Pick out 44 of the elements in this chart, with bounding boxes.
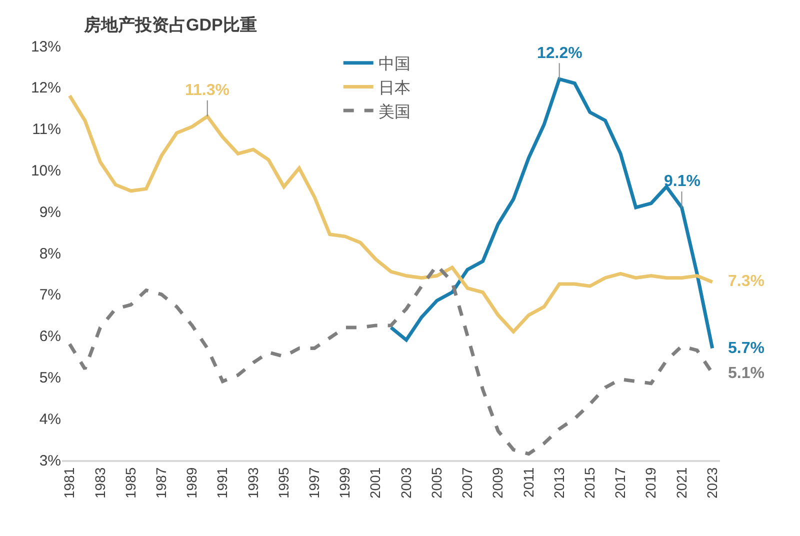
y-tick-label: 8% [39, 245, 61, 262]
y-tick-label: 11% [32, 121, 61, 138]
x-tick-label: 1997 [306, 467, 322, 499]
legend-label: 日本 [378, 78, 410, 97]
y-tick-label: 4% [39, 410, 61, 428]
x-tick-label: 2017 [612, 467, 628, 499]
y-tick-label: 10% [30, 162, 61, 180]
x-tick-label: 2005 [428, 467, 444, 499]
x-tick-label: 1989 [184, 467, 200, 499]
x-tick-label: 2011 [520, 467, 536, 498]
y-tick-label: 3% [39, 452, 61, 470]
chart-title: 房地产投资占GDP比重 [83, 16, 257, 35]
x-tick-label: 2021 [673, 467, 690, 499]
legend-label: 美国 [378, 102, 410, 121]
legend-label: 中国 [378, 55, 410, 74]
annotation: 7.3% [728, 273, 764, 290]
x-tick-label: 2015 [581, 467, 598, 499]
x-tick-label: 1995 [275, 467, 292, 499]
x-tick-label: 1999 [336, 467, 353, 499]
y-tick-label: 7% [39, 286, 61, 304]
annotation: 9.1% [664, 173, 700, 190]
x-tick-label: 2001 [367, 467, 384, 499]
y-tick-label: 9% [39, 204, 61, 221]
x-tick-label: 2009 [490, 467, 506, 499]
x-tick-label: 2013 [550, 467, 567, 499]
x-tick-label: 2023 [704, 467, 720, 499]
y-tick-label: 5% [39, 369, 61, 386]
x-tick-label: 2019 [642, 467, 659, 499]
x-tick-label: 1981 [61, 467, 78, 499]
x-tick-label: 1991 [214, 467, 230, 499]
annotation: 5.7% [728, 340, 764, 357]
line-series [68, 94, 714, 334]
y-tick-label: 6% [39, 328, 61, 346]
x-tick-label: 1983 [92, 467, 108, 499]
annotation: 5.1% [728, 365, 764, 382]
annotation: 11.3% [185, 82, 230, 99]
y-tick-label: 13% [30, 38, 61, 56]
y-tick-label: 12% [30, 80, 61, 97]
x-tick-label: 2003 [398, 467, 414, 499]
x-tick-label: 2007 [459, 467, 476, 499]
x-tick-label: 1985 [122, 467, 138, 499]
annotation: 12.2% [537, 45, 582, 62]
x-tick-label: 1987 [153, 467, 170, 499]
x-tick-label: 1993 [244, 467, 261, 499]
